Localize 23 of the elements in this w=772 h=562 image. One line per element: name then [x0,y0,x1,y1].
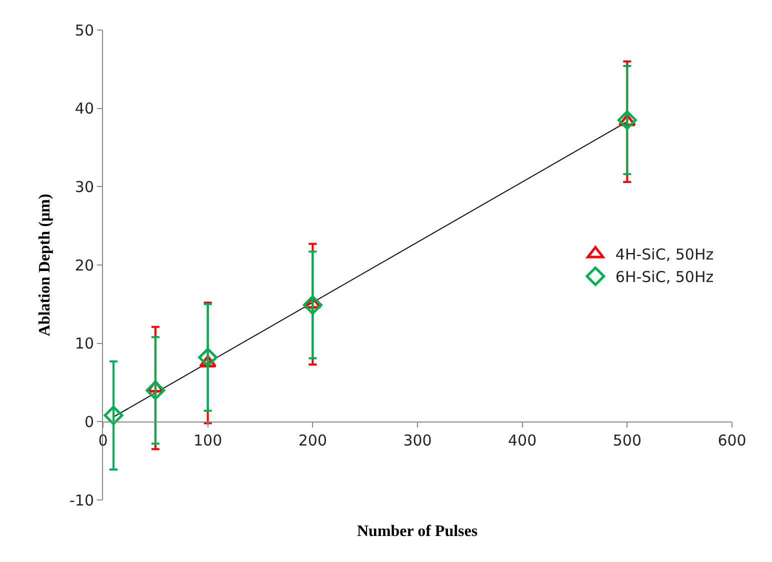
point [146,380,166,400]
y-tick-label: -10 [70,491,94,510]
x-tick-label: 600 [718,432,746,450]
y-tick-label: 20 [74,256,94,274]
y-tick-label: 50 [74,21,94,40]
point [104,406,124,426]
point [198,348,218,368]
y-tick-label: 30 [74,178,94,196]
point [617,110,637,130]
x-tick-label: 500 [612,432,642,450]
x-tick-label: 200 [298,432,327,450]
y-tick-label: 0 [84,412,94,431]
point [302,295,322,315]
legend-label: 6H-SiC, 50Hz [615,268,714,286]
x-axis-title: Number of Pulses [357,523,478,540]
x-tick-label: 100 [194,432,222,450]
legend-label: 4H-SiC, 50Hz [615,246,714,264]
y-tick-label: 40 [74,100,94,118]
y-tick-label: 10 [74,334,94,353]
x-tick-label: 0 [98,432,108,450]
y-axis-title: Ablation Depth (μm) [36,194,54,336]
x-tick-label: 300 [403,432,432,450]
x-tick-label: 400 [508,432,537,450]
